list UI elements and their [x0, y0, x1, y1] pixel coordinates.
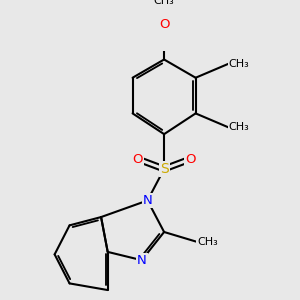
Text: CH₃: CH₃: [197, 237, 218, 247]
Text: O: O: [185, 152, 196, 166]
Text: CH₃: CH₃: [154, 0, 175, 6]
Text: S: S: [160, 162, 169, 176]
Text: CH₃: CH₃: [229, 58, 250, 69]
Text: O: O: [132, 152, 143, 166]
Text: O: O: [159, 18, 169, 31]
Text: N: N: [137, 254, 147, 267]
Text: N: N: [142, 194, 152, 207]
Text: CH₃: CH₃: [229, 122, 250, 133]
